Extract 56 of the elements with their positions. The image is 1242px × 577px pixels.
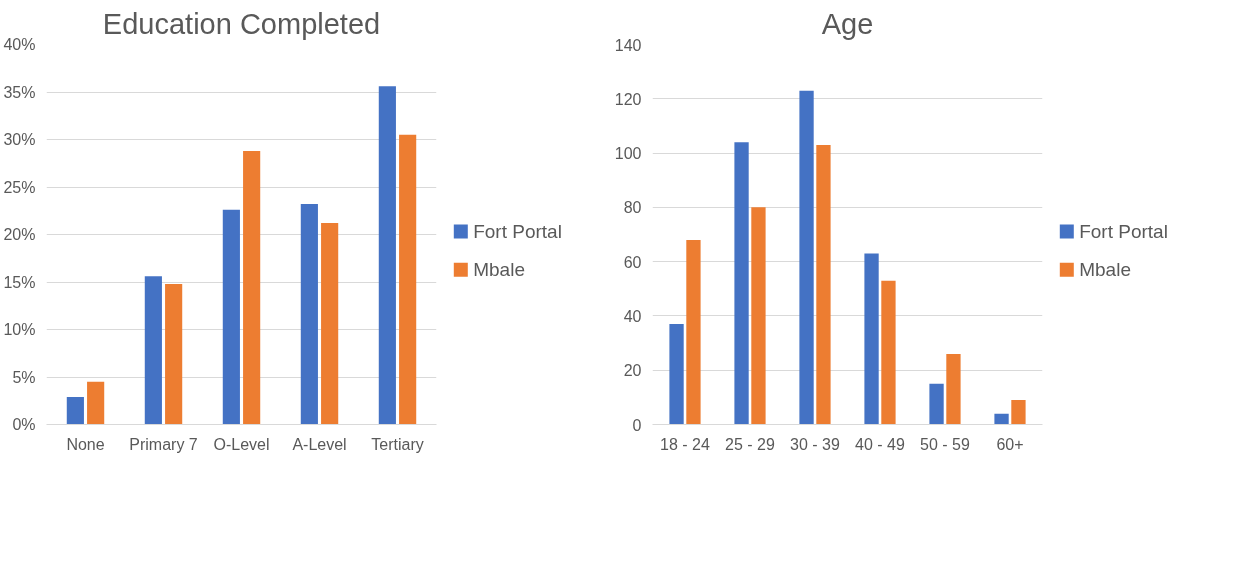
bar [929,383,944,425]
bar [165,283,183,425]
bar [243,150,261,425]
x-tick-label: O-Level [213,435,270,453]
bar [734,142,749,425]
y-tick-label: 35% [3,83,36,101]
bar [946,353,961,425]
bar [222,209,240,425]
x-tick-label: Primary 7 [129,435,198,453]
y-tick-label: 40 [623,307,642,325]
bar [300,204,318,425]
bar [686,239,701,425]
x-tick-label: None [66,435,105,453]
y-tick-label: 5% [12,368,36,386]
bar [864,253,879,425]
x-tick-label: 30 - 39 [790,435,841,453]
x-tick-label: 60+ [996,435,1024,453]
bar [799,90,814,425]
y-tick-label: 100 [614,145,642,163]
y-tick-label: 15% [3,273,36,291]
bar [87,381,105,425]
x-tick-label: 18 - 24 [660,435,711,453]
x-tick-label: A-Level [292,435,347,453]
bar [994,413,1009,425]
legend-label: Mbale [473,259,525,281]
y-tick-label: 40% [3,36,36,53]
bar [751,207,766,425]
y-tick-label: 60 [623,253,642,271]
bar [669,324,684,425]
x-tick-label: 50 - 59 [920,435,971,453]
bar [881,280,896,425]
bar [378,86,396,425]
chart-title: Age [821,7,874,40]
y-tick-label: 0% [12,416,36,433]
y-tick-label: 20 [623,362,642,380]
chart-title: Education Completed [102,7,381,40]
y-tick-label: 80 [623,199,642,217]
y-tick-label: 10% [3,321,36,338]
bar [1011,400,1026,425]
bar [321,223,339,425]
legend-label: Fort Portal [1079,221,1168,242]
legend-label: Mbale [1079,259,1131,281]
x-tick-label: Tertiary [371,435,424,453]
bar [144,276,162,425]
bar [816,144,831,425]
y-tick-label: 140 [614,36,642,54]
y-tick-label: 30% [3,131,36,148]
bar [399,134,417,425]
bar [66,396,84,425]
legend-label: Fort Portal [473,221,562,242]
x-tick-label: 25 - 29 [725,435,776,453]
y-tick-label: 0 [632,416,642,434]
y-tick-label: 120 [614,90,642,108]
y-tick-label: 20% [3,226,36,243]
x-tick-label: 40 - 49 [855,435,906,453]
y-tick-label: 25% [3,178,36,196]
